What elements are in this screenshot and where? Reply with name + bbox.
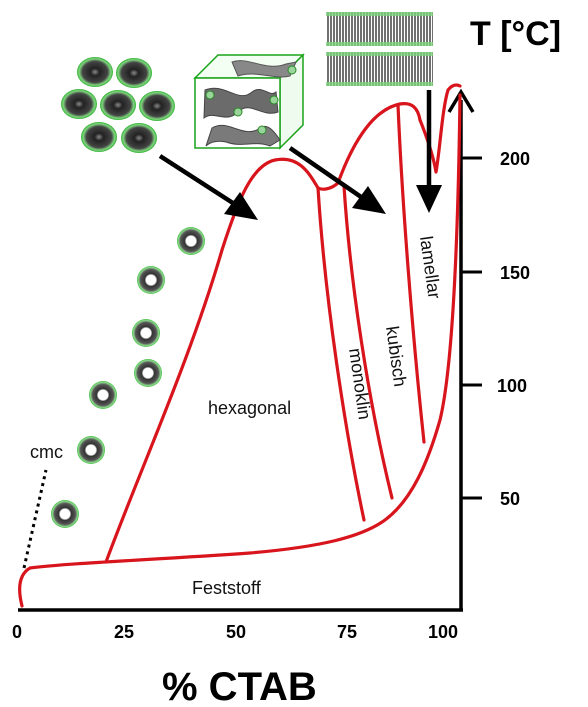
spherical-micelle-icon-group (51, 227, 205, 528)
x-tick-label-25: 25 (114, 622, 134, 642)
hexagonal-rod-bundle-icon (61, 57, 175, 153)
spherical-micelle-icon (134, 359, 162, 387)
phase-label-hexagonal: hexagonal (208, 398, 291, 418)
spherical-micelle-icon (77, 436, 105, 464)
x-axis-title: % CTAB (162, 665, 317, 707)
x-tick-label-100: 100 (428, 622, 458, 642)
phase-label-monoklin: monoklin (345, 347, 375, 421)
spherical-micelle-icon (51, 500, 79, 528)
spherical-micelle-icon (132, 319, 160, 347)
monoklin-left-boundary (316, 186, 366, 522)
phase-label-lamellar: lamellar (416, 235, 445, 300)
y-tick-label-100: 100 (497, 376, 527, 396)
cubic-bicontinuous-structure-icon (193, 53, 305, 150)
arrow-lamellar-head (416, 185, 442, 213)
arrow-cubic-head (352, 186, 386, 214)
hexagonal-boundary (104, 157, 320, 564)
phase-label-feststoff: Feststoff (192, 578, 262, 598)
arrow-cubic (288, 146, 366, 201)
y-tick-label-50: 50 (500, 489, 520, 509)
cmc-line (22, 469, 48, 569)
lamellar-bilayer-icon (326, 12, 433, 86)
y-tick-label-150: 150 (500, 263, 530, 283)
phase-boundaries (18, 83, 462, 608)
phase-label-kubisch: kubisch (382, 325, 410, 388)
kubisch-left-boundary (342, 184, 394, 500)
spherical-micelle-icon (137, 266, 165, 294)
y-axis-title: T [°C] (470, 15, 561, 53)
x-tick-label-0: 0 (12, 622, 22, 642)
y-axis (447, 88, 482, 610)
x-tick-label-75: 75 (337, 622, 357, 642)
dip-boundary (316, 102, 422, 191)
structure-arrows (158, 90, 442, 220)
lamellar-left-boundary (396, 103, 426, 444)
arrow-hexagonal (158, 154, 238, 207)
x-tick-label-50: 50 (226, 622, 246, 642)
cmc-label: cmc (30, 442, 63, 462)
arrow-hexagonal-head (224, 192, 258, 220)
solid-boundary (18, 93, 462, 608)
spherical-micelle-icon (89, 381, 117, 409)
lamellar-top-loop (418, 83, 462, 174)
spherical-micelle-icon (177, 227, 205, 255)
y-tick-label-200: 200 (500, 149, 530, 169)
